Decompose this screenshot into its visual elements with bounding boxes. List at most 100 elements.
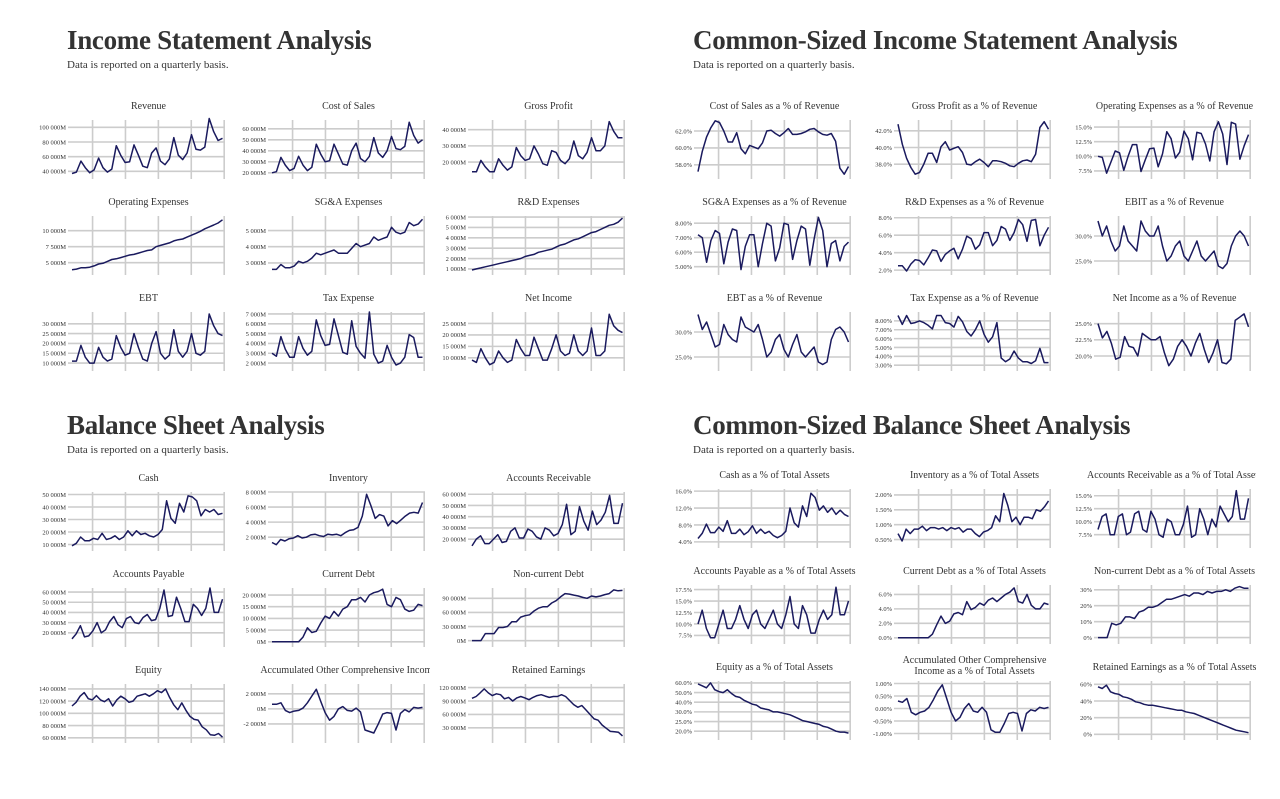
y-tick-label: 40% — [1080, 698, 1093, 705]
x-tick-label: 2020 — [185, 747, 198, 748]
x-tick-label: 2020 — [811, 744, 824, 745]
y-tick-label: 3 000M — [446, 245, 467, 252]
x-tick-label: 2016 — [319, 747, 333, 748]
chart-inventory: Inventory 2 000M 4 000M 6 000M 8 000M — [246, 473, 425, 551]
chart-cost-of-sales-as-a-pct-of-revenue: Cost of Sales as a % of Revenue 58.0% 60.0… — [675, 101, 851, 179]
y-tick-label: 12.0% — [675, 505, 692, 512]
chart-randd-expenses: R&D Expenses 1 000M 2 000M 3 000M 4 000M 5 00… — [446, 197, 625, 275]
chart-sganda-expenses: SG&A Expenses 3 000M 4 000M 5 000M — [246, 197, 425, 275]
y-tick-label: 15.0% — [1075, 124, 1092, 131]
y-tick-label: 30.0% — [675, 709, 692, 716]
y-tick-label: 6 000M — [246, 321, 267, 328]
y-tick-label: 7.5% — [678, 633, 692, 640]
chart-title: EBIT as a % of Revenue — [1125, 197, 1225, 208]
y-tick-label: 38.0% — [875, 161, 892, 168]
series-line — [697, 492, 849, 539]
y-tick-label: 140 000M — [39, 686, 66, 693]
x-tick-label: 2020 — [385, 747, 398, 748]
x-tick-label: 2014 — [1112, 744, 1126, 745]
y-tick-label: 30 000M — [442, 624, 466, 631]
x-tick-label: 2022 — [218, 747, 230, 748]
series-line — [1097, 121, 1250, 174]
chart-title: Cash — [139, 473, 159, 484]
x-tick-label: 2022 — [418, 747, 430, 748]
chart-equity: Equity 2014 2016 2018 2020 2022 60 000M 80 000M… — [39, 665, 230, 748]
chart-cash-as-a-pct-of-total-assets: Cash as a % of Total Assets 4.0% 8.0% 12.0%… — [675, 470, 851, 548]
y-tick-label: 12.5% — [675, 610, 692, 617]
x-tick-label: 2014 — [912, 375, 926, 376]
series-line — [272, 688, 423, 734]
x-tick-label: 2016 — [319, 375, 333, 376]
y-tick-label: 120 000M — [39, 698, 66, 705]
x-tick-label: 2018 — [978, 744, 991, 745]
x-tick-label: 2018 — [152, 375, 165, 376]
y-tick-label: 3 000M — [246, 260, 267, 267]
chart-gross-profit-as-a-pct-of-revenue: Gross Profit as a % of Revenue 38.0% 40.0%… — [875, 101, 1051, 179]
chart-operating-expenses: Operating Expenses 5 000M 7 500M 10 000M — [42, 197, 225, 275]
series-line — [472, 120, 623, 173]
section-subtitle: Data is reported on a quarterly basis. — [67, 59, 229, 71]
chart-title: Gross Profit — [524, 101, 573, 112]
chart-accounts-payable-as-a-pct-of-total-assets: Accounts Payable as a % of Total Assets 7… — [675, 566, 856, 644]
x-tick-label: 2022 — [1044, 375, 1056, 376]
y-tick-label: 60 000M — [42, 735, 66, 742]
y-tick-label: 2 000M — [446, 256, 467, 263]
x-tick-label: 2020 — [1211, 744, 1224, 745]
y-tick-label: 30.0% — [1075, 233, 1092, 240]
y-tick-label: 40 000M — [442, 514, 466, 521]
chart-title: Cost of Sales as a % of Revenue — [710, 101, 840, 112]
y-tick-label: 30 000M — [242, 159, 266, 166]
chart-revenue: Revenue 40 000M 60 000M 80 000M 100 000M — [39, 101, 225, 179]
y-tick-label: 7.5% — [1078, 532, 1092, 539]
y-tick-label: 7.00% — [675, 235, 692, 242]
y-tick-label: 5.00% — [675, 264, 692, 271]
x-tick-label: 2020 — [1011, 744, 1024, 745]
x-tick-label: 2016 — [119, 375, 133, 376]
y-tick-label: 10 000M — [42, 228, 66, 235]
chart-title: Inventory — [329, 473, 368, 484]
chart-retained-earnings-as-a-pct-of-total-assets: Retained Earnings as a % of Total Assets… — [1080, 662, 1256, 745]
y-tick-label: 0M — [257, 639, 266, 646]
chart-accounts-receivable-as-a-pct-of-total-assets: Accounts Receivable as a % of Total Asse… — [1075, 470, 1256, 548]
y-tick-label: 40 000M — [42, 169, 66, 176]
y-tick-label: 40 000M — [442, 127, 466, 134]
x-tick-label: 2016 — [745, 744, 759, 745]
chart-title: Retained Earnings — [512, 665, 586, 676]
chart-title: SG&A Expenses as a % of Revenue — [702, 197, 847, 208]
chart-title: Accounts Receivable as a % of Total Asse… — [1087, 470, 1256, 481]
chart-net-income-as-a-pct-of-revenue: Net Income as a % of Revenue 2014 2016 2018… — [1075, 293, 1256, 376]
y-tick-label: 4.00% — [875, 354, 892, 361]
chart-title: Operating Expenses as a % of Revenue — [1096, 101, 1254, 112]
y-tick-label: 1.00% — [875, 681, 892, 688]
chart-cash: Cash 10 000M 20 000M 30 000M 40 000M 50 000M — [42, 473, 225, 551]
series-line — [1097, 684, 1249, 734]
chart-randd-expenses-as-a-pct-of-revenue: R&D Expenses as a % of Revenue 2.0% 4.0% 6.… — [878, 197, 1051, 275]
series-line — [71, 219, 223, 271]
series-line — [1097, 313, 1250, 367]
chart-non-current-debt: Non-current Debt 0M 30 000M 60 000M 90 000M — [442, 569, 625, 647]
y-tick-label: 80 000M — [42, 723, 66, 730]
y-tick-label: 4 000M — [246, 519, 267, 526]
y-tick-label: -2 000M — [243, 721, 266, 728]
chart-title: EBT as a % of Revenue — [727, 293, 823, 304]
chart-tax-expense-as-a-pct-of-revenue: Tax Expense as a % of Revenue 2014 2016 201… — [875, 293, 1056, 376]
chart-title: Accounts Payable — [113, 569, 185, 580]
y-tick-label: 6 000M — [446, 214, 467, 221]
series-line — [271, 493, 424, 546]
series-line — [697, 216, 850, 271]
series-line — [471, 494, 624, 547]
y-tick-label: 20 000M — [442, 536, 466, 543]
x-tick-label: 2018 — [152, 747, 165, 748]
x-tick-label: 2018 — [1178, 375, 1191, 376]
y-tick-label: 7.00% — [875, 327, 892, 334]
y-tick-label: 0.50% — [875, 693, 892, 700]
y-tick-label: 20 000M — [442, 332, 466, 339]
x-tick-label: 2020 — [585, 747, 598, 748]
y-tick-label: 4.0% — [678, 539, 692, 546]
x-tick-label: 2014 — [712, 375, 726, 376]
x-tick-label: 2016 — [745, 375, 759, 376]
y-tick-label: 60 000M — [442, 712, 466, 719]
y-tick-label: 40 000M — [42, 504, 66, 511]
y-tick-label: 30.0% — [675, 329, 692, 336]
chart-title: Accounts Payable as a % of Total Assets — [693, 566, 855, 577]
